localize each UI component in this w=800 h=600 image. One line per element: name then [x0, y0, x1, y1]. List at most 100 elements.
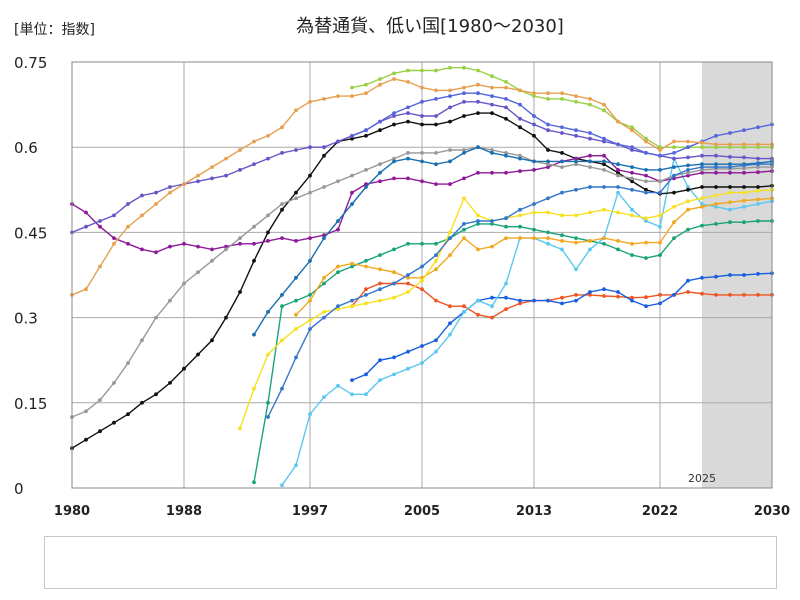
- data-point: [686, 139, 690, 144]
- data-point: [420, 287, 424, 292]
- data-point: [742, 163, 746, 168]
- data-point: [574, 99, 578, 104]
- data-point: [728, 207, 732, 212]
- data-point: [658, 240, 662, 245]
- data-point: [322, 145, 326, 150]
- data-point: [616, 162, 620, 167]
- data-point: [476, 247, 480, 252]
- data-point: [308, 327, 312, 331]
- data-point: [560, 165, 564, 170]
- data-point: [294, 275, 298, 280]
- data-point: [518, 224, 522, 229]
- data-point: [294, 239, 298, 243]
- data-point: [476, 312, 480, 317]
- data-point: [756, 142, 760, 147]
- data-point: [532, 159, 536, 164]
- data-point: [644, 151, 648, 155]
- data-point: [280, 304, 284, 309]
- data-point: [280, 125, 284, 130]
- data-point: [434, 122, 438, 127]
- data-point: [602, 108, 606, 113]
- data-point: [392, 355, 396, 360]
- data-point: [280, 236, 284, 241]
- data-point: [490, 304, 494, 309]
- data-point: [392, 122, 396, 127]
- data-point: [504, 295, 508, 300]
- data-point: [714, 204, 718, 209]
- data-point: [658, 224, 662, 229]
- data-point: [602, 185, 606, 189]
- data-point: [84, 287, 88, 292]
- data-point: [630, 176, 634, 181]
- data-point: [168, 244, 172, 249]
- data-point: [476, 68, 480, 73]
- data-point: [602, 287, 606, 292]
- series-10: [252, 145, 774, 337]
- data-point: [546, 148, 550, 152]
- data-point: [462, 65, 466, 70]
- data-point: [490, 85, 494, 90]
- data-point: [294, 108, 298, 113]
- data-point: [728, 273, 732, 277]
- data-point: [448, 182, 452, 187]
- data-point: [490, 151, 494, 155]
- data-point: [532, 210, 536, 215]
- data-point: [252, 480, 256, 485]
- data-point: [574, 156, 578, 161]
- data-point: [532, 168, 536, 172]
- data-point: [602, 294, 606, 298]
- data-point: [616, 168, 620, 172]
- data-point: [658, 145, 662, 150]
- data-point: [574, 187, 578, 192]
- data-point: [518, 298, 522, 303]
- data-point: [392, 114, 396, 118]
- data-point: [686, 155, 690, 160]
- data-point: [476, 145, 480, 150]
- data-point: [630, 170, 634, 175]
- data-point: [224, 247, 228, 252]
- data-point: [700, 165, 704, 170]
- data-point: [630, 128, 634, 133]
- data-point: [602, 153, 606, 158]
- data-point: [140, 193, 144, 198]
- data-point: [434, 68, 438, 73]
- data-point: [462, 310, 466, 314]
- data-point: [196, 173, 200, 178]
- data-point: [154, 190, 158, 195]
- data-point: [448, 230, 452, 235]
- data-point: [196, 179, 200, 184]
- data-point: [644, 190, 648, 195]
- data-point: [168, 381, 172, 385]
- data-point: [350, 392, 354, 397]
- data-point: [350, 261, 354, 266]
- data-point: [322, 97, 326, 101]
- data-point: [364, 82, 368, 87]
- data-point: [350, 304, 354, 309]
- data-point: [462, 151, 466, 155]
- data-point: [364, 258, 368, 263]
- data-point: [392, 159, 396, 164]
- data-point: [700, 223, 704, 228]
- series-2: [350, 271, 774, 382]
- data-point: [280, 483, 284, 488]
- data-point: [154, 202, 158, 206]
- data-point: [700, 204, 704, 209]
- data-point: [420, 344, 424, 348]
- data-point: [672, 139, 676, 144]
- y-tick-label: 0.6: [14, 139, 38, 157]
- data-point: [280, 293, 284, 297]
- data-point: [280, 386, 284, 391]
- data-point: [518, 169, 522, 174]
- data-point: [602, 159, 606, 164]
- data-point: [252, 258, 256, 263]
- data-point: [490, 111, 494, 115]
- data-point: [602, 168, 606, 172]
- data-point: [364, 301, 368, 306]
- data-point: [420, 122, 424, 127]
- series-8: [70, 153, 774, 255]
- data-point: [546, 91, 550, 96]
- data-point: [658, 190, 662, 195]
- data-point: [294, 327, 298, 331]
- data-point: [658, 153, 662, 158]
- data-point: [588, 293, 592, 297]
